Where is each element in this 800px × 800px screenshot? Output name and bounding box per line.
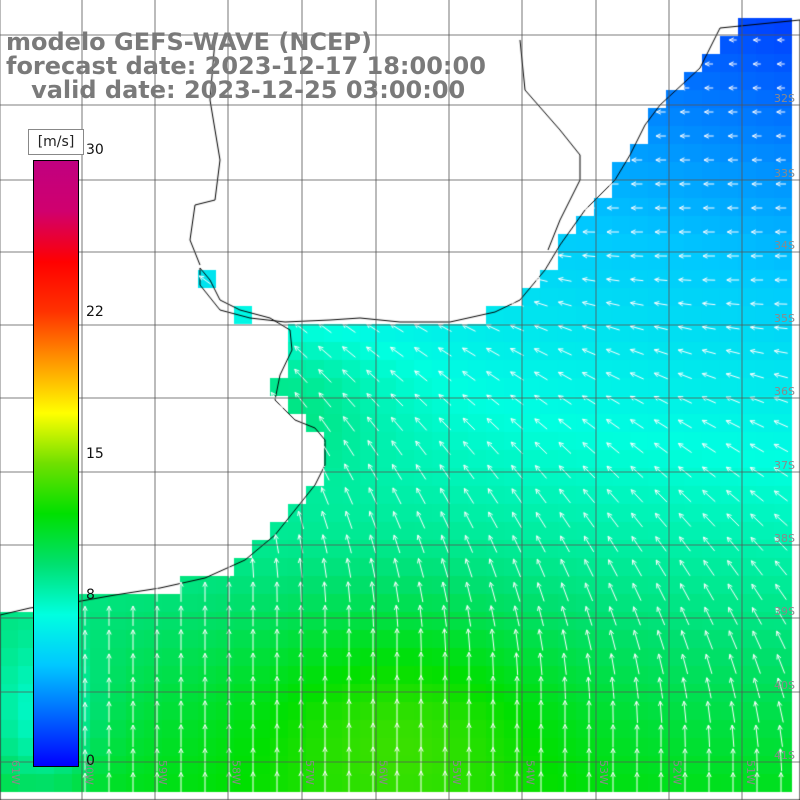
latitude-label: 37S <box>774 459 795 472</box>
colorbar-tick-label: 0 <box>86 753 95 769</box>
longitude-label: 54W <box>524 760 537 785</box>
longitude-label: 57W <box>303 760 316 785</box>
longitude-label: 61W <box>9 760 22 785</box>
longitude-label: 56W <box>377 760 390 785</box>
longitude-label: 53W <box>597 760 610 785</box>
latitude-label: 38S <box>774 532 795 545</box>
longitude-label: 60W <box>83 760 96 785</box>
colorbar <box>33 160 79 767</box>
title-forecast-date: forecast date: 2023-12-17 18:00:00 <box>6 52 486 80</box>
latitude-label: 34S <box>774 239 795 252</box>
latitude-label: 35S <box>774 312 795 325</box>
colorbar-unit-label: [m/s] <box>28 129 84 155</box>
latitude-label: 39S <box>774 605 795 618</box>
colorbar-tick-label: 22 <box>86 303 104 320</box>
longitude-label: 55W <box>450 760 463 785</box>
latitude-label: 36S <box>774 385 795 398</box>
latitude-label: 32S <box>774 92 795 105</box>
longitude-label: 59W <box>156 760 169 785</box>
colorbar-tick-label: 15 <box>86 445 104 462</box>
longitude-label: 58W <box>230 760 243 785</box>
title-valid-date: valid date: 2023-12-25 03:00:00 <box>6 76 466 104</box>
longitude-label: 52W <box>671 760 684 785</box>
latitude-label: 40S <box>774 679 795 692</box>
latitude-label: 41S <box>774 749 795 762</box>
colorbar-tick-label: 8 <box>86 587 95 604</box>
longitude-label: 51W <box>744 760 757 785</box>
colorbar-tick-label: 30 <box>86 142 104 158</box>
map-title: modelo GEFS-WAVE (NCEP) forecast date: 2… <box>6 30 486 102</box>
latitude-label: 33S <box>774 167 795 180</box>
title-model: modelo GEFS-WAVE (NCEP) <box>6 28 372 56</box>
